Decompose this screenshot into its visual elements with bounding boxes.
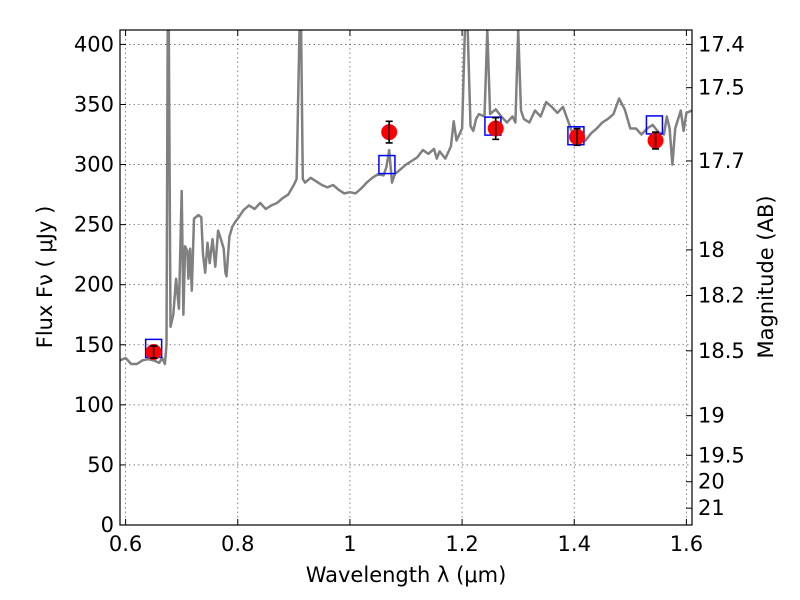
model-spectrum-series xyxy=(120,30,692,366)
model-photometry-point xyxy=(645,115,664,135)
y-tick-label: 200 xyxy=(74,273,114,297)
mag-tick-label: 17.7 xyxy=(698,149,745,173)
observed-photometry-series xyxy=(145,116,664,360)
y-tick-label: 250 xyxy=(74,213,114,237)
mag-tick-label: 18 xyxy=(698,238,725,262)
x-tick-label: 0.6 xyxy=(109,532,142,556)
x-tick-label: 1.4 xyxy=(558,532,591,556)
observed-photometry-point xyxy=(569,127,586,147)
x-axis-label: Wavelength λ (μm) xyxy=(306,563,507,587)
y2-axis-label: Magnitude (AB) xyxy=(754,195,778,358)
observed-photometry-point xyxy=(381,120,398,144)
axes: 0.6 0.8 1 1.2 1.4 1.6 0 50 100 150 200 250 300 350 400… xyxy=(74,30,745,556)
y-tick-label: 150 xyxy=(74,333,114,357)
mag-tick-label: 17.5 xyxy=(698,76,745,100)
grid xyxy=(120,30,692,525)
y-tick-label: 0 xyxy=(101,513,114,537)
mag-tick-label: 19 xyxy=(698,404,725,428)
observed-photometry-point xyxy=(647,131,664,150)
mag-tick-label: 18.2 xyxy=(698,284,745,308)
y-tick-label: 350 xyxy=(74,92,114,116)
mag-tick-label: 18.5 xyxy=(698,339,745,363)
mag-tick-label: 20 xyxy=(698,470,725,494)
x-tick-label: 1.6 xyxy=(670,532,703,556)
x-tick-label: 1 xyxy=(343,532,356,556)
y-tick-label: 300 xyxy=(74,153,114,177)
x-tick-label: 0.8 xyxy=(221,532,254,556)
observed-photometry-point xyxy=(487,116,504,141)
model-photometry-point xyxy=(378,154,396,175)
y-tick-label: 100 xyxy=(74,393,114,417)
mag-tick-label: 17.4 xyxy=(698,32,745,56)
mag-tick-label: 21 xyxy=(698,496,725,520)
x-tick-label: 1.2 xyxy=(445,532,478,556)
y-tick-label: 50 xyxy=(87,453,114,477)
spectrum-line xyxy=(120,30,692,366)
plot-frame xyxy=(119,29,693,526)
model-photometry-series xyxy=(144,115,664,359)
observed-photometry-point xyxy=(145,343,162,360)
mag-tick-label: 19.5 xyxy=(698,443,745,467)
y-axis-label: Flux Fν ( μJy ) xyxy=(33,206,57,349)
y-tick-label: 400 xyxy=(74,32,114,56)
